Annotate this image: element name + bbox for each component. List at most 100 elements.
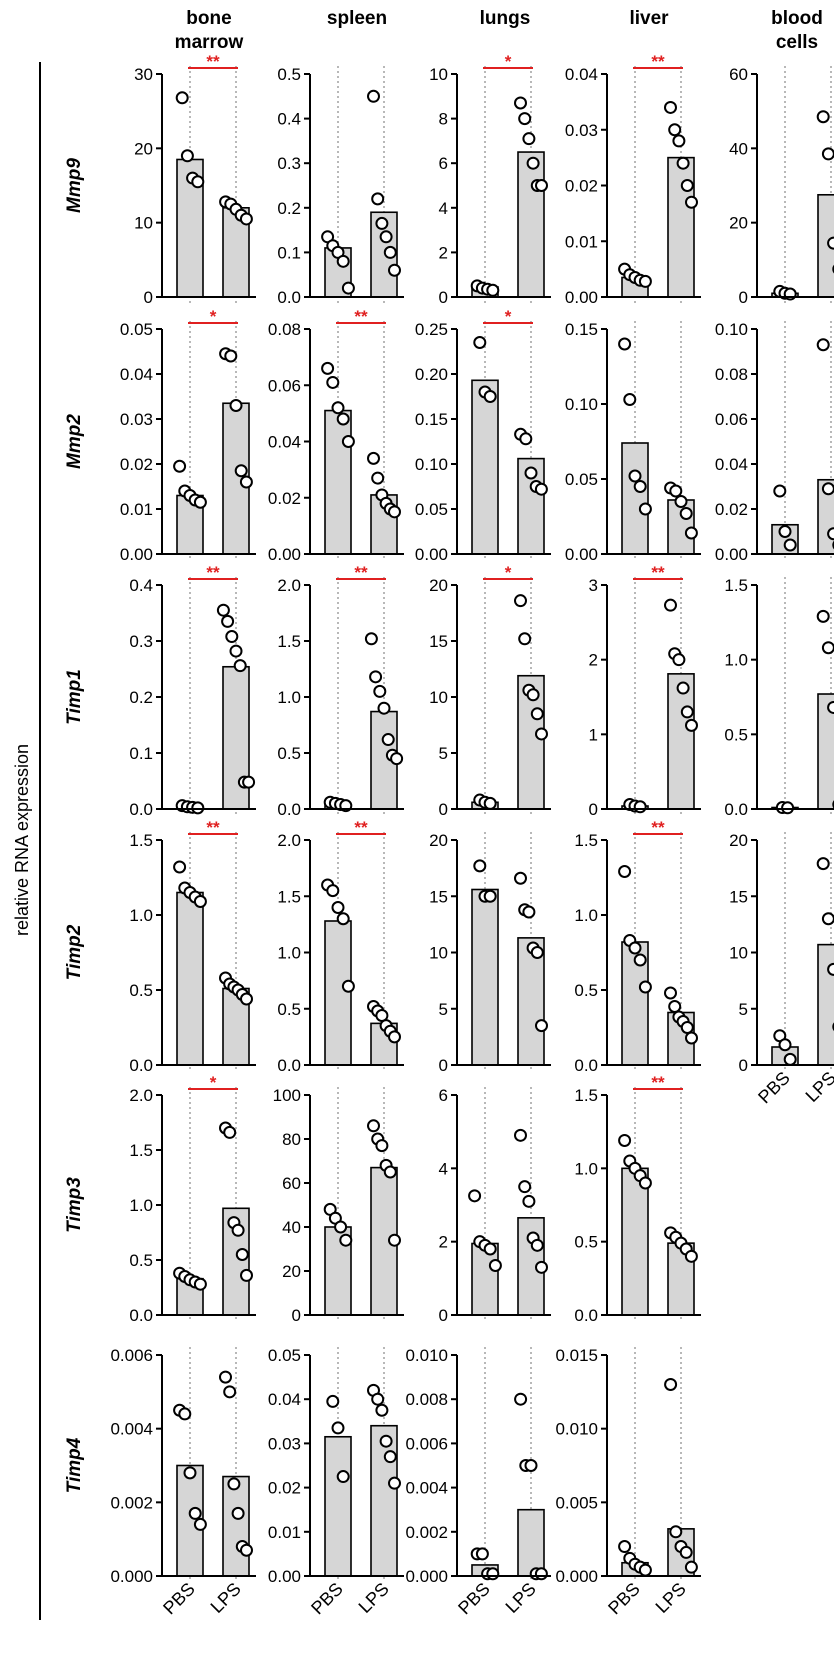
panel-mmp2-blood-cells-ytick-label-2: 0.04 [715, 455, 748, 474]
panel-timp4-lungs-ytick-label-4: 0.008 [405, 1390, 448, 1409]
panel-timp3-lungs-ytick-label-1: 2 [439, 1233, 448, 1252]
panel-timp3-lungs-point-lps-0 [514, 1128, 527, 1142]
panel-mmp9-spleen-point-lps-4 [383, 245, 397, 259]
panel-timp1-bone-marrow-sig-label: ** [206, 563, 220, 582]
panel-mmp2-blood-cells-point-lps-0 [816, 338, 830, 352]
panel-mmp9-spleen-ytick-label-5: 0.5 [277, 65, 301, 84]
panel-mmp9-lungs-point-lps-1 [518, 112, 532, 126]
panel-timp4-spleen-ytick-label-4: 0.04 [268, 1390, 301, 1409]
panel-timp4-spleen-point-lps-1 [371, 1392, 385, 1406]
panel-mmp9-bone-marrow-point-lps-4 [239, 212, 253, 226]
panel-timp3-liver-point-pbs-0 [618, 1133, 632, 1147]
column-header-4-line-0: blood [771, 8, 823, 29]
panel-mmp9-lungs-ytick-label-5: 10 [429, 65, 448, 84]
panel-timp2-liver-point-lps-1 [668, 1000, 682, 1013]
panel-timp4-bone-marrow-ytick-label-1: 0.002 [110, 1493, 153, 1512]
panel-timp4-spleen-point-lps-3 [379, 1434, 393, 1448]
panel-mmp2-bone-marrow-ytick-label-1: 0.01 [120, 500, 153, 519]
panel-timp1-bone-marrow-ytick-label-2: 0.2 [129, 688, 153, 707]
panel-timp4-bone-marrow-ytick-label-2: 0.004 [110, 1420, 153, 1439]
column-header-1-line-0: spleen [327, 8, 387, 29]
row-label-mmp9: Mmp9 [64, 158, 85, 213]
panel-timp1-lungs-point-lps-3 [526, 688, 540, 702]
panel-timp2-blood-cells-ytick-label-2: 10 [729, 944, 748, 963]
panel-timp2-bone-marrow-point-lps-5 [240, 992, 253, 1006]
panel-timp1-liver-point-pbs-2 [633, 800, 647, 814]
panel-mmp2-spleen-ytick-label-0: 0.00 [268, 545, 301, 564]
panel-timp1-spleen-point-lps-4 [381, 733, 395, 747]
panel-timp1-spleen-point-lps-6 [390, 752, 404, 766]
panel-timp1-lungs-ytick-label-2: 10 [429, 688, 448, 707]
panel-mmp9-lungs-point-lps-0 [514, 96, 527, 110]
panel-timp3-spleen-ytick-label-4: 80 [282, 1130, 301, 1149]
panel-timp1-blood-cells-point-lps-1 [821, 641, 834, 655]
panel-timp3-liver-point-lps-4 [684, 1249, 698, 1263]
panel-mmp9-liver-point-lps-2 [672, 134, 686, 148]
panel-mmp2-spleen-point-pbs-3 [336, 412, 350, 426]
panel-timp4-spleen-ytick-label-3: 0.03 [268, 1434, 301, 1453]
column-header-4-line-1: cells [776, 32, 818, 53]
panel-timp2-blood-cells-bar-lps [817, 943, 834, 1066]
panel-timp2-lungs-bar-pbs [471, 888, 499, 1066]
panel-timp1-liver-ytick-label-1: 1 [589, 725, 598, 744]
panel-mmp2-liver-bar-pbs [621, 442, 649, 555]
panel-timp1-bone-marrow-point-lps-1 [221, 614, 235, 628]
panel-mmp2-spleen-point-pbs-1 [326, 375, 340, 389]
panel-mmp9-lungs-point-lps-5 [535, 179, 548, 192]
panel-timp3-lungs-point-pbs-3 [483, 1242, 497, 1256]
panel-timp1-blood-cells-ytick-label-3: 1.5 [724, 576, 748, 595]
panel-timp2-bone-marrow-ytick-label-3: 1.5 [129, 831, 153, 850]
panel-mmp2-spleen-bar-pbs [324, 409, 352, 555]
panel-mmp2-spleen-point-lps-5 [388, 505, 401, 519]
panel-timp2-bone-marrow-point-pbs-4 [193, 895, 207, 908]
panel-timp3-bone-marrow-point-lps-3 [231, 1223, 245, 1237]
panel-timp1-bone-marrow-point-pbs-3 [191, 801, 205, 815]
panel-mmp2-lungs-ytick-label-5: 0.25 [415, 320, 448, 339]
panel-timp2-blood-cells-point-pbs-2 [783, 1052, 797, 1066]
panel-timp2-lungs-point-pbs-0 [473, 859, 487, 873]
panel-mmp9-lungs-point-lps-3 [526, 156, 540, 170]
panel-timp4-spleen-point-lps-2 [375, 1403, 389, 1417]
panel-timp3-spleen-point-pbs-3 [339, 1233, 353, 1247]
panel-mmp2-bone-marrow-point-lps-4 [239, 475, 253, 489]
panel-mmp9-lungs-sig-label: * [505, 52, 512, 71]
panel-timp2-spleen-ytick-label-1: 0.5 [277, 1000, 301, 1019]
panel-timp4-bone-marrow-point-lps-2 [227, 1477, 241, 1491]
panel-timp4-liver-point-lps-3 [679, 1545, 693, 1559]
panel-timp1-liver-point-lps-0 [664, 598, 677, 612]
panel-mmp9-spleen-ytick-label-4: 0.4 [277, 110, 301, 129]
panel-mmp9-liver-ytick-label-3: 0.03 [565, 121, 598, 140]
panel-timp4-lungs-point-pbs-1 [475, 1547, 489, 1561]
panel-timp2-blood-cells-xtick-pbs: PBS [754, 1068, 794, 1108]
panel-mmp9-lungs-ytick-label-2: 4 [439, 199, 448, 218]
panel-timp3-liver-ytick-label-0: 0.0 [574, 1306, 598, 1325]
panel-timp3-lungs-point-lps-1 [518, 1180, 532, 1194]
panel-timp1-spleen-ytick-label-4: 2.0 [277, 576, 301, 595]
panel-timp3-liver-ytick-label-2: 1.0 [574, 1159, 598, 1178]
panel-timp4-bone-marrow-point-lps-0 [219, 1370, 232, 1384]
panel-timp1-blood-cells-point-lps-2 [827, 700, 834, 714]
panel-timp2-liver-ytick-label-2: 1.0 [574, 906, 598, 925]
panel-timp2-liver-point-pbs-4 [638, 980, 652, 994]
panel-timp3-bone-marrow-sig-label: * [210, 1073, 217, 1092]
panel-timp2-blood-cells-ytick-label-1: 5 [739, 1000, 748, 1019]
panel-timp2-spleen-point-pbs-1 [326, 884, 340, 898]
panel-mmp9-spleen-ytick-label-0: 0.0 [277, 288, 301, 307]
panel-mmp2-liver-point-lps-3 [679, 507, 693, 520]
panel-timp2-spleen-ytick-label-4: 2.0 [277, 831, 301, 850]
panel-timp4-spleen-ytick-label-5: 0.05 [268, 1346, 301, 1365]
panel-mmp9-liver-point-lps-3 [676, 156, 690, 170]
panel-timp2-blood-cells-ytick-label-3: 15 [729, 887, 748, 906]
panel-mmp2-lungs-bar-pbs [471, 379, 499, 555]
panel-timp4-lungs-ytick-label-1: 0.002 [405, 1523, 448, 1542]
panel-timp2-spleen-ytick-label-2: 1.0 [277, 944, 301, 963]
panel-timp3-spleen-point-lps-4 [383, 1165, 397, 1179]
panel-timp4-lungs-ytick-label-0: 0.000 [405, 1567, 448, 1586]
panel-timp2-spleen-ytick-label-3: 1.5 [277, 887, 301, 906]
panel-mmp9-lungs-point-lps-2 [522, 132, 536, 146]
panel-timp3-spleen-ytick-label-3: 60 [282, 1174, 301, 1193]
panel-timp4-spleen-point-pbs-0 [326, 1394, 340, 1408]
panel-mmp9-bone-marrow-bar-lps [222, 207, 250, 298]
panel-mmp9-spleen-point-lps-0 [367, 89, 380, 103]
panel-timp4-lungs-xtick-pbs: PBS [454, 1579, 494, 1619]
